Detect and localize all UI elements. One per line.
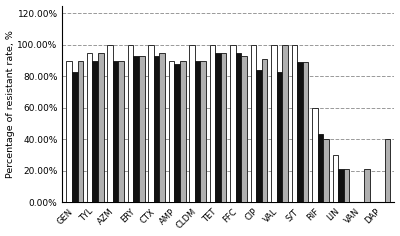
Bar — [128, 45, 134, 202]
Bar — [364, 169, 370, 202]
Bar — [344, 169, 350, 202]
Bar — [271, 45, 277, 202]
Bar — [139, 56, 144, 202]
Bar — [174, 64, 180, 202]
Bar — [338, 169, 344, 202]
Bar — [251, 45, 256, 202]
Bar — [134, 56, 139, 202]
Bar — [113, 61, 118, 202]
Bar — [160, 53, 165, 202]
Bar — [292, 45, 298, 202]
Bar — [190, 45, 195, 202]
Bar — [200, 61, 206, 202]
Bar — [333, 155, 338, 202]
Bar — [221, 53, 226, 202]
Bar — [385, 139, 390, 202]
Bar — [148, 45, 154, 202]
Bar — [282, 45, 288, 202]
Bar — [277, 72, 282, 202]
Bar — [78, 61, 83, 202]
Bar — [262, 59, 268, 202]
Bar — [108, 45, 113, 202]
Bar — [169, 61, 174, 202]
Bar — [303, 62, 308, 202]
Bar — [210, 45, 216, 202]
Bar — [92, 61, 98, 202]
Bar — [324, 139, 329, 202]
Bar — [180, 61, 186, 202]
Bar — [66, 61, 72, 202]
Bar — [118, 61, 124, 202]
Bar — [154, 56, 160, 202]
Bar — [230, 45, 236, 202]
Bar — [195, 61, 200, 202]
Bar — [87, 53, 92, 202]
Bar — [242, 56, 247, 202]
Bar — [98, 53, 104, 202]
Bar — [318, 135, 324, 202]
Bar — [216, 53, 221, 202]
Bar — [72, 72, 78, 202]
Bar — [312, 108, 318, 202]
Bar — [298, 62, 303, 202]
Bar — [236, 53, 242, 202]
Y-axis label: Percentage of resistant rate, %: Percentage of resistant rate, % — [6, 30, 14, 178]
Bar — [256, 70, 262, 202]
